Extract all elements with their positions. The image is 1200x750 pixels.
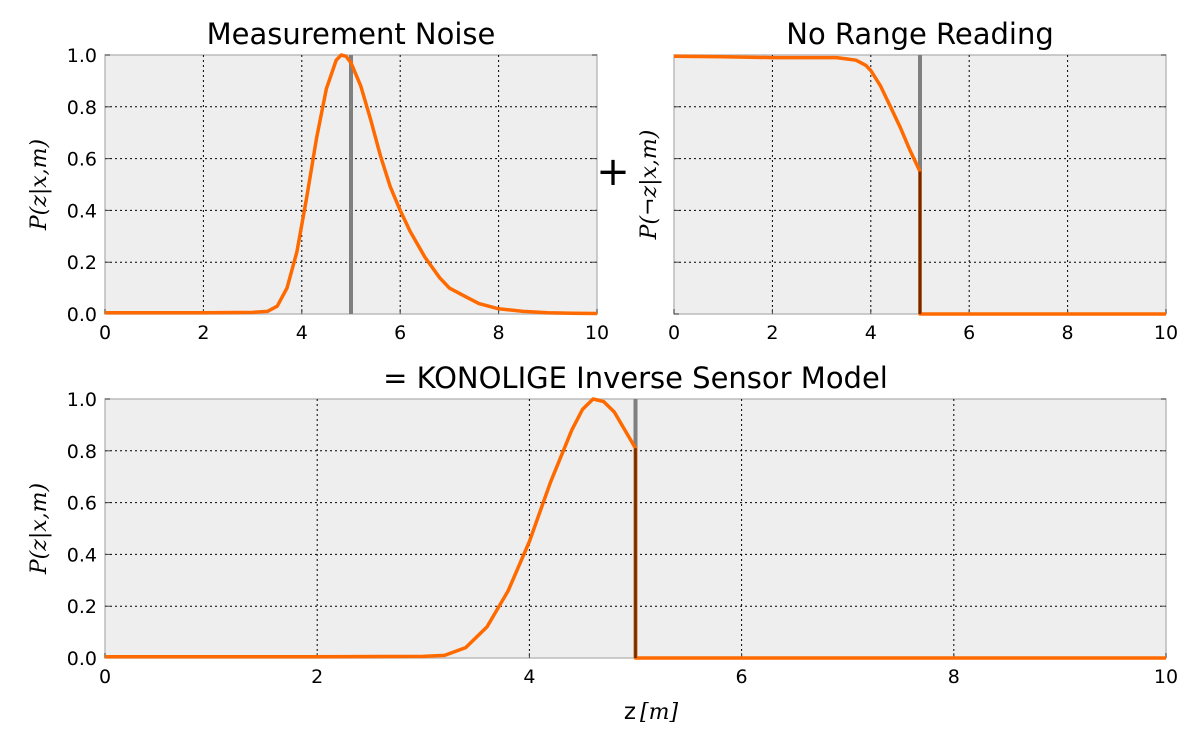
subplot-konolige: 0 2 4 6 8 10 0.0 0.2 0.4 0.6 0.8 1.0 = KONOLIGE Inve… [27,361,1178,688]
x-tick-label: 4 [296,322,308,344]
y-tick-label: 0.0 [67,648,97,670]
x-axis-label: z [624,699,636,725]
probability-curve [673,54,1166,316]
y-tick-label: 0.8 [67,97,97,119]
x-tick-label: 10 [1154,666,1178,688]
y-tick-label: 0.0 [67,304,97,326]
chart-title: = KONOLIGE Inverse Sensor Model [383,361,888,395]
probability-curve [105,397,1166,660]
y-axis-label: P(¬z|x,m) [637,130,662,241]
plus-operator: + [596,149,630,195]
y-tick-label: 1.0 [67,389,97,411]
y-tick-label: 0.2 [67,596,97,618]
x-tick-label: 8 [948,666,960,688]
x-tick-label: 6 [736,666,748,688]
x-tick-label: 6 [394,322,406,344]
probability-curve [105,53,598,316]
x-tick-label: 0 [668,322,680,344]
y-tick-label: 0.4 [67,200,97,222]
x-tick-label: 10 [585,322,609,344]
y-axis-label: P(z|x,m) [27,139,52,231]
subplot-norange: 0 2 4 6 8 10 No Range Reading P(¬z|x,m) [637,17,1178,344]
x-tick-label: 2 [197,322,209,344]
x-tick-label: 2 [766,322,778,344]
y-tick-label: 1.0 [67,45,97,67]
x-tick-label: 10 [1154,322,1178,344]
y-tick-label: 0.8 [67,441,97,463]
y-tick-label: 0.4 [67,544,97,566]
y-tick-label: 0.6 [67,149,97,171]
y-axis-label: P(z|x,m) [27,483,52,575]
chart-title: No Range Reading [786,17,1054,51]
x-tick-label: 0 [99,666,111,688]
subplot-noise: 0 2 4 6 8 10 0.0 0.2 0.4 0.6 0.8 1.0 Measurement Noi… [27,17,609,344]
x-tick-label: 4 [865,322,877,344]
x-tick-label: 6 [963,322,975,344]
x-tick-label: 8 [1062,322,1074,344]
x-tick-label: 8 [493,322,505,344]
x-tick-label: 2 [311,666,323,688]
y-tick-label: 0.6 [67,493,97,515]
x-axis-unit: [m] [640,700,678,725]
chart-title: Measurement Noise [207,17,496,51]
x-tick-label: 0 [99,322,111,344]
x-tick-label: 4 [523,666,535,688]
y-tick-label: 0.2 [67,252,97,274]
